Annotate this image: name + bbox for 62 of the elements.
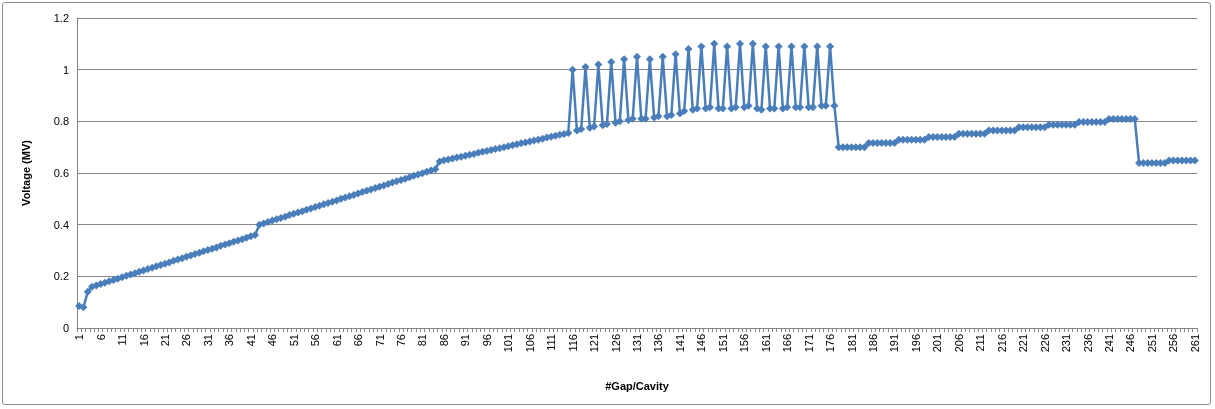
x-tick-label: 101 <box>502 334 515 353</box>
x-tick-label: 181 <box>845 334 858 353</box>
x-tick-label: 1 <box>73 334 86 341</box>
x-tick-label: 41 <box>244 334 257 347</box>
x-tick-label: 81 <box>416 334 429 347</box>
x-tick-label: 226 <box>1038 334 1051 353</box>
x-tick-label: 141 <box>673 334 686 353</box>
x-tick-label: 126 <box>609 334 622 353</box>
x-tick-label: 111 <box>545 334 558 351</box>
x-tick-label: 186 <box>867 334 880 353</box>
x-tick-label: 106 <box>523 334 536 353</box>
x-tick-label: 21 <box>158 334 171 347</box>
x-tick-label: 116 <box>566 334 579 352</box>
x-tick-label: 6 <box>94 334 107 341</box>
x-tick-label: 61 <box>330 334 343 347</box>
y-tick-label: 0.4 <box>53 218 69 231</box>
x-tick-label: 56 <box>309 334 322 347</box>
x-tick-label: 76 <box>394 334 407 347</box>
x-tick-label: 31 <box>201 334 214 347</box>
x-tick-label: 221 <box>1017 334 1030 353</box>
x-tick-label: 231 <box>1060 334 1073 353</box>
x-tick-label: 201 <box>931 334 944 353</box>
x-tick-label: 11 <box>116 334 129 346</box>
y-tick-label: 1.2 <box>53 12 69 24</box>
x-tick-label: 206 <box>952 334 965 353</box>
x-tick-label: 256 <box>1167 334 1180 353</box>
x-tick-label: 86 <box>437 334 450 347</box>
y-axis-title: Voltage (MV) <box>19 139 32 206</box>
x-tick-label: 131 <box>631 334 643 353</box>
x-tick-label: 166 <box>781 334 794 353</box>
x-tick-label: 156 <box>738 334 751 353</box>
x-axis-title: #Gap/Cavity <box>605 379 670 392</box>
y-tick-label: 0 <box>62 322 69 334</box>
x-tick-label: 246 <box>1124 334 1137 353</box>
y-tick-label: 0.2 <box>53 270 69 283</box>
x-tick-label: 236 <box>1081 334 1094 353</box>
x-tick-label: 251 <box>1145 334 1158 353</box>
x-tick-label: 96 <box>480 334 493 347</box>
x-tick-label: 241 <box>1103 334 1116 353</box>
x-tick-label: 146 <box>695 334 708 353</box>
x-tick-label: 46 <box>266 334 279 347</box>
x-tick-label: 176 <box>824 334 837 353</box>
x-tick-label: 196 <box>909 334 922 353</box>
y-tick-label: 1 <box>62 63 69 76</box>
x-tick-label: 91 <box>459 334 472 347</box>
x-tick-label: 16 <box>137 334 150 347</box>
x-tick-label: 261 <box>1188 334 1201 353</box>
x-tick-label: 216 <box>995 334 1008 353</box>
y-tick-label: 0.8 <box>53 115 69 128</box>
x-tick-label: 161 <box>759 334 772 353</box>
x-tick-label: 71 <box>373 334 386 347</box>
x-tick-label: 36 <box>223 334 236 347</box>
x-tick-label: 136 <box>652 334 665 353</box>
x-tick-label: 51 <box>287 334 300 347</box>
x-tick-label: 151 <box>716 334 729 353</box>
x-tick-label: 66 <box>352 334 365 347</box>
x-tick-label: 211 <box>974 334 987 352</box>
x-tick-label: 121 <box>588 334 601 353</box>
x-tick-label: 191 <box>888 334 901 353</box>
x-tick-label: 26 <box>180 334 193 347</box>
x-tick-label: 171 <box>802 334 815 353</box>
y-tick-label: 0.6 <box>53 167 69 179</box>
